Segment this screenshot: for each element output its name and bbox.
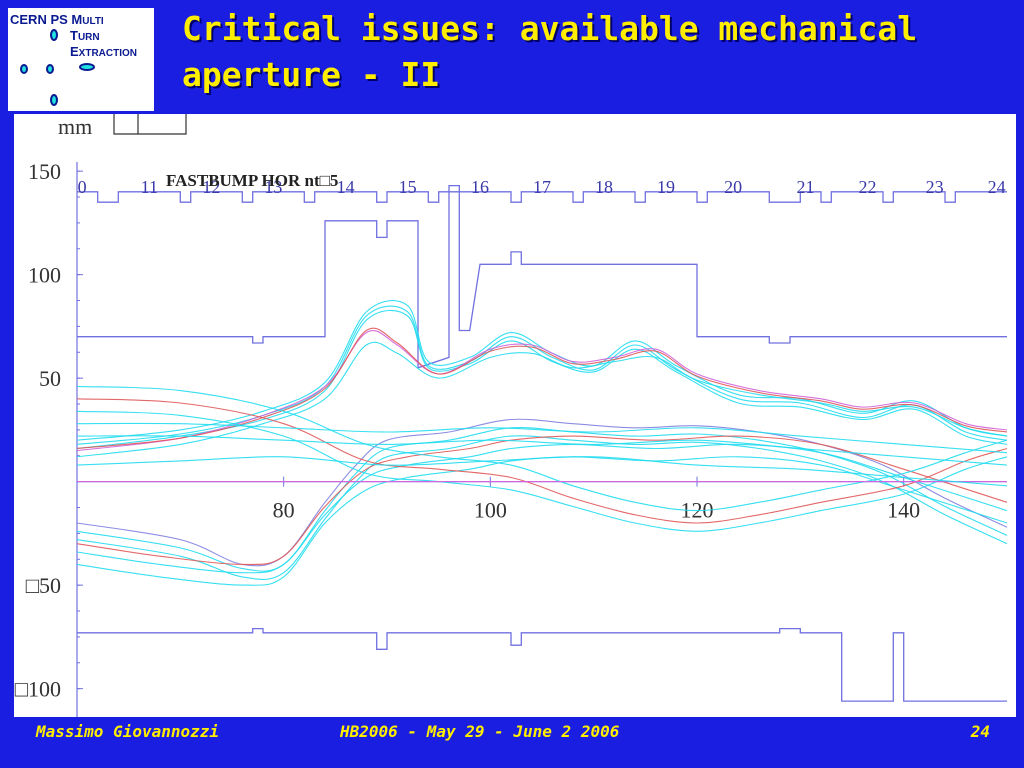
beam-envelope-series-11	[76, 443, 1008, 574]
beam-envelope-series-17	[76, 435, 1008, 466]
beam-envelope-series-1	[76, 300, 1008, 441]
logo-line1: CERN PS MULTI	[10, 12, 104, 27]
beam-envelope-series-16	[76, 422, 1008, 454]
beam-envelope-series-19	[76, 456, 1008, 487]
unit-label-box	[113, 114, 187, 135]
slide-title: Critical issues: available mechanical ap…	[182, 6, 1002, 98]
section-label: 13	[264, 177, 282, 197]
slide-title-line1: Critical issues: available mechanical	[182, 9, 918, 48]
beam-envelope-series-2	[76, 305, 1008, 445]
x-tick-label: 80	[273, 498, 295, 523]
section-label: 24	[988, 177, 1006, 197]
footer-page-number: 24	[970, 722, 990, 741]
beam-envelope-series-9	[76, 435, 1008, 580]
y-tick-label: 50	[39, 366, 61, 391]
beam-envelope-series-4	[76, 330, 1008, 452]
beam-envelope-series-5	[76, 327, 1008, 450]
footer-conference: HB2006 - May 29 - June 2 2006	[340, 722, 620, 741]
section-label: 14	[337, 177, 355, 197]
section-label: 12	[202, 177, 220, 197]
beam-envelope-series-13	[76, 398, 1008, 524]
beam-envelope-series-14	[76, 385, 1008, 512]
beam-envelope-series-15	[76, 410, 1008, 532]
logo-line2: TURN	[70, 28, 100, 43]
section-label: 19	[657, 177, 675, 197]
logo-beamlet-icon	[50, 29, 58, 41]
aperture-plot: mm 150 100 50 □50 □100 80 100 120 140 0 11 12 13 14 15 1…	[14, 114, 1016, 717]
section-label: 15	[399, 177, 417, 197]
x-tick-label: 140	[887, 498, 920, 523]
beam-envelope-series-12	[76, 456, 1008, 586]
beam-envelope-series-10	[76, 435, 1008, 566]
beam-envelope-series-6	[76, 341, 1008, 458]
aperture-section-markers	[77, 191, 1007, 203]
footer-author: Massimo Giovannozzi	[36, 722, 220, 741]
section-label: 11	[141, 177, 158, 197]
logo-beamlet-icon	[46, 64, 54, 74]
aperture-lower-bound	[77, 627, 1007, 702]
chart-annotation: FASTBUMP HOR nt□5	[166, 171, 338, 190]
unit-label: mm	[58, 114, 92, 139]
beam-envelope-series-8	[76, 426, 1008, 572]
section-label: 22	[859, 177, 877, 197]
section-label: 20	[724, 177, 742, 197]
y-tick-label: 150	[28, 159, 61, 184]
logo-beamlet-icon	[79, 63, 95, 71]
cern-ps-multi-turn-extraction-logo: CERN PS MULTI TURN EXTRACTION	[8, 8, 154, 111]
section-label: 17	[533, 177, 551, 197]
section-label: 18	[595, 177, 613, 197]
x-tick-label: 100	[474, 498, 507, 523]
section-label: 16	[471, 177, 489, 197]
logo-beamlet-icon	[50, 94, 58, 106]
slide-title-line2: aperture - II	[182, 55, 441, 94]
logo-graphic: CERN PS MULTI TURN EXTRACTION	[10, 12, 137, 106]
aperture-upper-bound	[77, 184, 1007, 369]
y-tick-label: □50	[26, 573, 61, 598]
logo-beamlet-icon	[20, 64, 28, 74]
section-label: 23	[926, 177, 944, 197]
y-tick-label: □100	[15, 677, 61, 702]
logo-line3: EXTRACTION	[70, 44, 137, 59]
y-tick-label: 100	[28, 263, 61, 288]
section-label: 0	[78, 177, 87, 197]
section-label: 21	[797, 177, 815, 197]
